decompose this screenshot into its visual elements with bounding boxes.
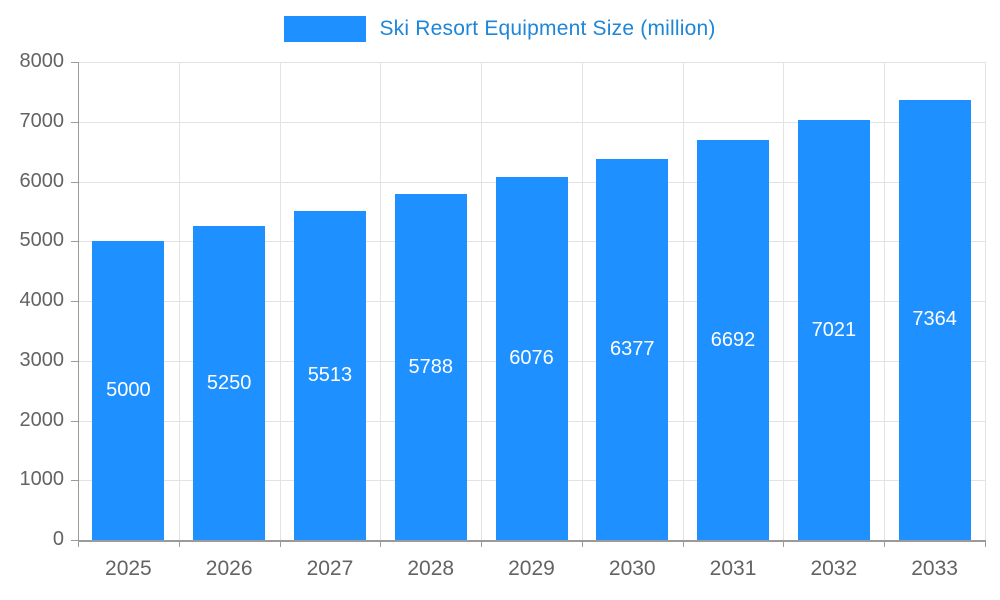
x-axis-label: 2031	[709, 557, 757, 580]
y-tick	[71, 540, 78, 541]
y-axis-label: 4000	[19, 289, 65, 311]
y-axis-label: 5000	[19, 229, 65, 252]
x-tick	[985, 540, 986, 547]
x-axis-label: 2028	[407, 557, 455, 580]
bar-value-label: 5250	[206, 371, 252, 394]
bar: 5250	[193, 226, 266, 540]
x-axis-label: 2025	[105, 557, 152, 580]
x-tick	[279, 540, 281, 547]
x-tick	[481, 540, 483, 547]
v-gridline	[481, 62, 483, 540]
bar-value-label: 6692	[710, 328, 756, 351]
y-axis-label: 1000	[19, 468, 65, 491]
x-tick	[783, 540, 785, 547]
y-tick	[71, 420, 78, 422]
y-tick	[71, 360, 78, 362]
y-tick	[71, 62, 78, 63]
h-gridline	[78, 121, 985, 123]
x-axis-label: 2026	[205, 557, 253, 580]
x-tick	[682, 540, 684, 547]
y-axis-label: 8000	[19, 50, 65, 72]
x-axis-label: 2032	[810, 557, 858, 580]
bar-value-label: 7021	[811, 318, 857, 341]
bar: 7364	[898, 100, 971, 540]
h-gridline	[78, 62, 985, 63]
x-tick	[380, 540, 382, 547]
x-axis-label: 2030	[608, 557, 656, 580]
legend-label: Ski Resort Equipment Size (million)	[379, 17, 716, 40]
bar-value-label: 5788	[408, 355, 453, 378]
bar-value-label: 5000	[106, 379, 151, 402]
x-axis-label: 2027	[306, 557, 354, 580]
v-gridline	[682, 62, 684, 540]
y-axis-label: 6000	[19, 169, 65, 192]
y-tick	[71, 181, 78, 183]
v-gridline	[985, 62, 986, 540]
x-axis-label: 2033	[911, 557, 958, 580]
v-gridline	[380, 62, 382, 540]
y-axis-label: 7000	[19, 109, 65, 132]
x-tick	[178, 540, 180, 547]
x-axis-label: 2029	[508, 557, 555, 580]
bar: 7021	[797, 120, 870, 540]
bar-value-label: 6377	[610, 337, 655, 360]
x-tick	[78, 540, 79, 547]
y-tick	[71, 121, 78, 123]
bar: 5000	[92, 241, 165, 540]
x-tick	[884, 540, 886, 547]
bar: 5788	[394, 194, 467, 540]
legend-swatch	[284, 16, 367, 42]
y-axis-label: 2000	[19, 408, 65, 431]
y-tick	[71, 301, 78, 302]
x-axis-line	[78, 540, 986, 542]
x-tick	[581, 540, 583, 547]
v-gridline	[581, 62, 583, 540]
y-axis-label: 3000	[19, 348, 65, 371]
bar: 6076	[495, 176, 568, 540]
bar-value-label: 6076	[509, 346, 554, 369]
y-tick	[71, 480, 78, 482]
bar-value-label: 5513	[307, 363, 353, 386]
v-gridline	[279, 62, 281, 540]
bar: 5513	[293, 210, 366, 540]
legend[interactable]: Ski Resort Equipment Size (million)	[0, 16, 1000, 42]
bar: 6377	[596, 158, 669, 540]
y-axis-label: 0	[52, 528, 64, 550]
bar: 6692	[697, 140, 770, 540]
y-tick	[71, 241, 78, 243]
y-axis-line	[78, 62, 79, 540]
bar-value-label: 7364	[912, 308, 957, 331]
v-gridline	[783, 62, 785, 540]
v-gridline	[178, 62, 180, 540]
v-gridline	[884, 62, 886, 540]
